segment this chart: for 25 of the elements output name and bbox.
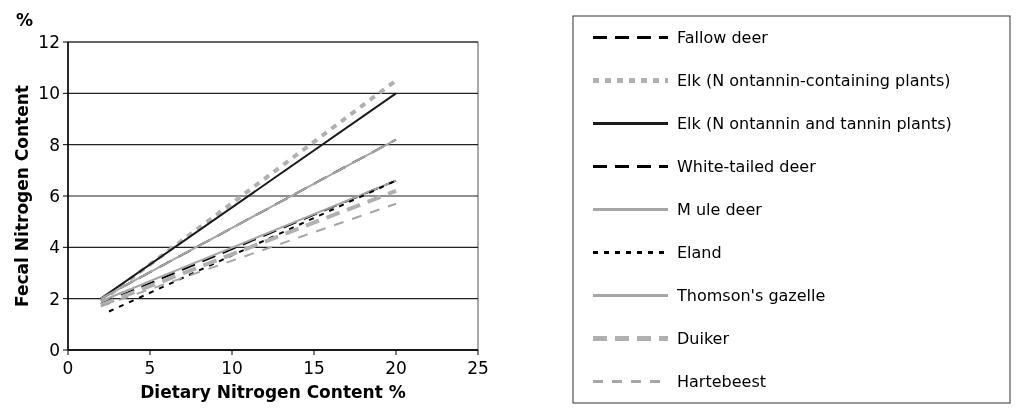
y-tick-label: 8 [49, 134, 60, 155]
legend-label: Eland [677, 243, 722, 263]
x-tick-label: 5 [144, 358, 156, 378]
legend-label: Thomson's gazelle [676, 286, 826, 306]
legend-label: M ule deer [677, 200, 763, 220]
legend-label: Duiker [677, 329, 730, 349]
x-tick-label: 0 [62, 358, 74, 378]
y-tick-label: 10 [38, 83, 60, 104]
legend-label: Elk (N ontannin-containing plants) [677, 71, 951, 91]
x-tick-label: 20 [385, 358, 407, 378]
legend-label: Elk (N ontannin and tannin plants) [677, 114, 952, 134]
x-tick-label: 15 [303, 358, 325, 378]
x-tick-label: 25 [467, 358, 489, 378]
y-tick-label: 12 [38, 31, 60, 52]
x-tick-label: 10 [221, 358, 243, 378]
legend-label: White-tailed deer [677, 157, 817, 177]
y-tick-label: 4 [49, 237, 60, 258]
y-axis-title: Fecal Nitrogen Content [12, 85, 32, 307]
legend-label: Hartebeest [677, 372, 766, 392]
legend-label: Fallow deer [677, 28, 769, 48]
y-tick-label: 2 [49, 288, 60, 309]
y-tick-label: 0 [49, 339, 60, 360]
text: % [16, 10, 34, 30]
y-tick-label: 6 [49, 185, 60, 206]
x-axis-title: Dietary Nitrogen Content % [140, 382, 406, 402]
